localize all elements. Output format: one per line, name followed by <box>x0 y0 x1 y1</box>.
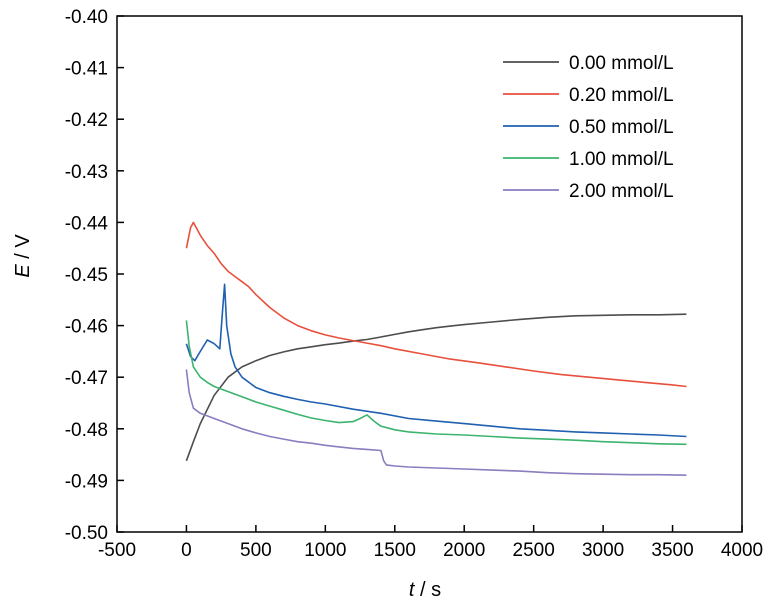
x-tick-label: 0 <box>181 540 192 561</box>
series-line-2 <box>185 283 687 438</box>
series-line-3 <box>185 320 687 446</box>
y-tick-label: -0.44 <box>65 213 109 234</box>
x-tick-label: 4000 <box>721 540 763 561</box>
x-tick-label: 3500 <box>651 540 693 561</box>
series-line-4 <box>185 369 687 476</box>
y-tick-label: -0.50 <box>65 523 108 544</box>
y-tick-label: -0.42 <box>65 110 108 131</box>
x-axis-title: t / s <box>409 579 441 601</box>
legend: 0.00 mmol/L 0.20 mmol/L 0.50 mmol/L 1.00 mm… <box>503 53 674 202</box>
legend-label-4: 2.00 mmol/L <box>569 181 674 202</box>
y-tick-label: -0.47 <box>65 368 108 389</box>
y-tick-label: -0.45 <box>65 265 108 286</box>
y-axis-variable: E <box>12 264 34 278</box>
x-tick-label: 2500 <box>513 540 555 561</box>
y-tick-label: -0.43 <box>65 162 108 183</box>
y-tick-label: -0.49 <box>65 471 108 492</box>
legend-label-2: 0.50 mmol/L <box>569 117 674 138</box>
ticks-layer: -500 0 500 1000 1500 2000 2500 3000 3500 4000 -0.4… <box>65 7 763 561</box>
y-tick-label: -0.40 <box>65 7 108 28</box>
x-axis-unit: / s <box>414 579 441 601</box>
legend-label-1: 0.20 mmol/L <box>569 85 674 106</box>
x-tick-label: 2000 <box>443 540 485 561</box>
x-axis-variable: t <box>409 579 416 601</box>
x-tick-label: 1000 <box>304 540 346 561</box>
x-tick-label: 3000 <box>582 540 624 561</box>
y-tick-label: -0.46 <box>65 317 108 338</box>
y-axis-unit: / V <box>12 234 34 265</box>
x-tick-label: 1500 <box>374 540 416 561</box>
y-tick-label: -0.41 <box>65 59 108 80</box>
x-tick-label: 500 <box>240 540 272 561</box>
series-layer <box>185 221 687 476</box>
y-tick-label: -0.48 <box>65 420 108 441</box>
legend-label-0: 0.00 mmol/L <box>569 53 674 74</box>
series-line-0 <box>185 313 687 462</box>
legend-label-3: 1.00 mmol/L <box>569 149 674 170</box>
x-tick-label: -500 <box>98 540 136 561</box>
y-axis-title: E / V <box>12 234 34 278</box>
series-line-1 <box>185 221 687 388</box>
